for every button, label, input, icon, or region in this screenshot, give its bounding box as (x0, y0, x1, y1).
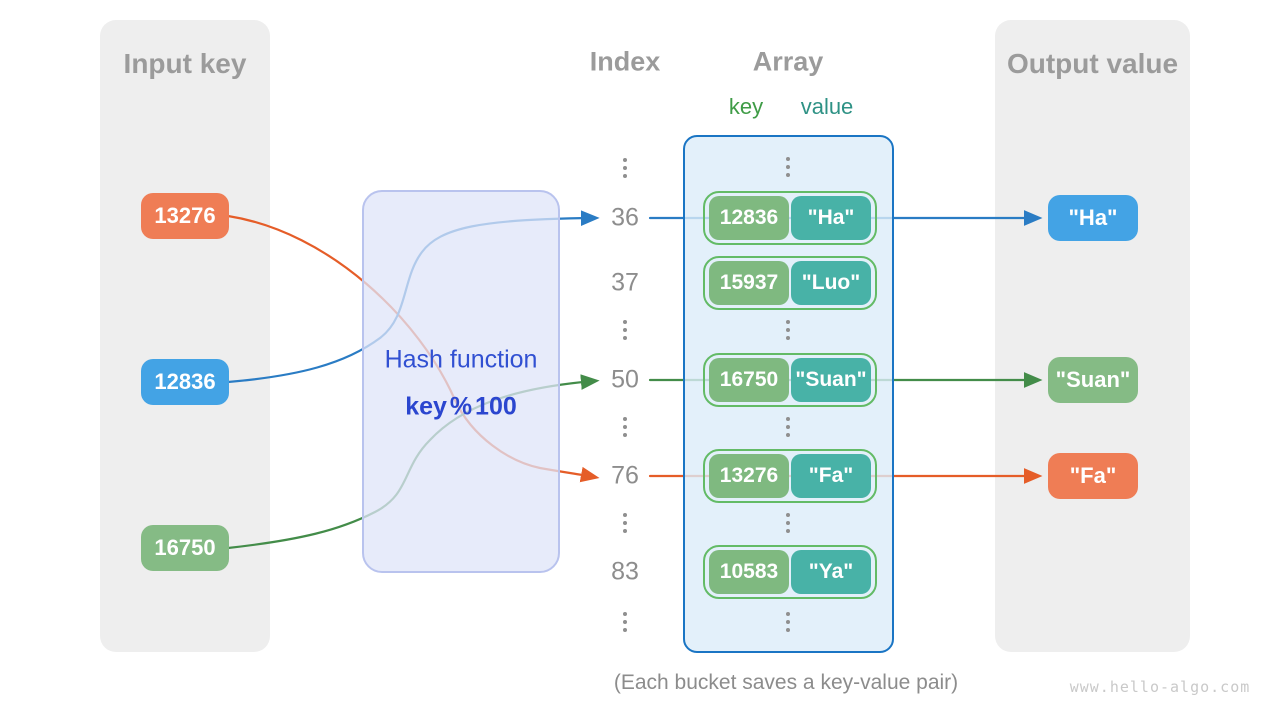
bucket-key: 10583 (709, 550, 789, 594)
bucket-index-76: 13276 "Fa" (703, 449, 877, 503)
input-key-label: 13276 (154, 203, 216, 228)
output-value-panel: Output value (995, 20, 1190, 652)
output-value-label: "Suan" (1055, 367, 1131, 392)
bucket-value: "Ha" (791, 196, 871, 240)
ellipsis-icon (786, 417, 790, 437)
watermark: www.hello-algo.com (1069, 678, 1251, 696)
bucket-index-37: 15937 "Luo" (703, 256, 877, 310)
index-36: 36 (611, 203, 639, 232)
ellipsis-icon (623, 513, 627, 533)
output-panel-title: Output value (1006, 48, 1179, 79)
hash-function-box: Hash function key % 100 (362, 190, 560, 573)
ellipsis-icon (786, 157, 790, 177)
diagram-caption: (Each bucket saves a key-value pair) (613, 671, 959, 694)
index-column-title: Index (589, 46, 661, 77)
bucket-key: 12836 (709, 196, 789, 240)
bucket-value: "Suan" (791, 358, 871, 402)
input-key-label: 16750 (154, 535, 216, 560)
ellipsis-icon (786, 320, 790, 340)
ellipsis-icon (623, 158, 627, 178)
input-panel-title: Input key (123, 48, 247, 79)
bucket-key: 13276 (709, 454, 789, 498)
bucket-key: 15937 (709, 261, 789, 305)
output-value-ha: "Ha" (1048, 195, 1138, 241)
bucket-index-36: 12836 "Ha" (703, 191, 877, 245)
output-value-label: "Ha" (1068, 205, 1118, 230)
ellipsis-icon (786, 513, 790, 533)
output-value-suan: "Suan" (1048, 357, 1138, 403)
key-column-label: key (728, 94, 764, 119)
ellipsis-icon (623, 320, 627, 340)
ellipsis-icon (786, 612, 790, 632)
input-key-label: 12836 (154, 369, 216, 394)
input-key-16750: 16750 (141, 525, 229, 571)
input-key-12836: 12836 (141, 359, 229, 405)
input-key-13276: 13276 (141, 193, 229, 239)
output-value-fa: "Fa" (1048, 453, 1138, 499)
bucket-value: "Fa" (791, 454, 871, 498)
index-83: 83 (611, 557, 639, 586)
bucket-value: "Ya" (791, 550, 871, 594)
ellipsis-icon (623, 612, 627, 632)
ellipsis-icon (623, 417, 627, 437)
bucket-index-83: 10583 "Ya" (703, 545, 877, 599)
index-50: 50 (611, 365, 639, 394)
hash-function-title: Hash function (384, 345, 538, 374)
array-column-title: Array (752, 46, 824, 77)
output-value-label: "Fa" (1069, 463, 1117, 488)
bucket-value: "Luo" (791, 261, 871, 305)
bucket-key: 16750 (709, 358, 789, 402)
bucket-index-50: 16750 "Suan" (703, 353, 877, 407)
value-column-label: value (800, 94, 854, 119)
index-37: 37 (611, 268, 639, 297)
index-76: 76 (611, 461, 639, 490)
hash-function-formula: key % 100 (405, 392, 517, 421)
